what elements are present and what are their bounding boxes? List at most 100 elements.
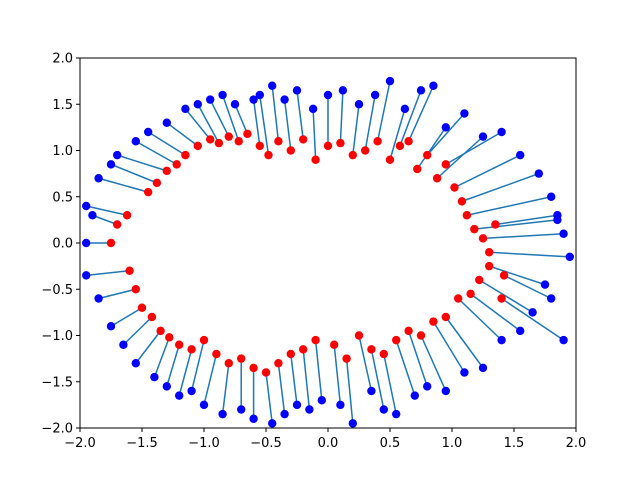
red-point: [392, 335, 401, 345]
red-point: [373, 137, 382, 146]
red-point: [404, 326, 413, 336]
connection-line: [302, 349, 311, 410]
red-point: [457, 197, 467, 206]
connection-line: [501, 297, 565, 341]
blue-point: [82, 201, 91, 211]
red-point: [416, 331, 426, 340]
red-point: [131, 285, 140, 294]
blue-point: [547, 192, 556, 201]
blue-point: [187, 386, 196, 396]
blue-point: [119, 340, 128, 349]
blue-point: [478, 132, 488, 141]
connection-line: [478, 279, 533, 314]
connection-line: [296, 90, 304, 140]
connection-line: [383, 353, 397, 415]
blue-points: [82, 76, 574, 428]
x-tick-label: 0.5: [380, 436, 401, 451]
connection-line: [110, 307, 143, 327]
blue-point: [336, 400, 345, 410]
red-point: [466, 289, 475, 299]
blue-point: [528, 308, 537, 317]
red-point: [274, 359, 283, 368]
red-point: [470, 224, 479, 234]
red-point: [286, 146, 295, 155]
red-point: [237, 354, 246, 363]
connection-line: [482, 233, 564, 240]
connection-line: [420, 335, 447, 392]
red-point: [429, 317, 438, 326]
red-point: [361, 146, 370, 155]
blue-point: [385, 76, 395, 86]
red-point: [462, 211, 472, 220]
red-point: [261, 368, 271, 377]
connection-line: [86, 205, 128, 216]
red-point: [144, 187, 153, 197]
blue-point: [460, 109, 469, 118]
connection-line: [436, 136, 484, 179]
connection-line: [98, 288, 136, 300]
connection-line: [445, 316, 484, 369]
connection-line: [92, 214, 118, 226]
red-point: [485, 248, 494, 257]
blue-point: [255, 90, 264, 100]
connection-line: [426, 113, 465, 156]
blue-point: [193, 100, 202, 109]
red-point: [491, 220, 500, 229]
blue-point: [317, 396, 326, 405]
red-point: [330, 340, 339, 349]
blue-point: [218, 409, 227, 419]
connection-line: [135, 140, 178, 166]
blue-point: [113, 150, 122, 160]
red-point: [385, 155, 395, 164]
blue-point: [410, 391, 419, 400]
connection-line: [203, 353, 218, 406]
red-point: [485, 261, 494, 271]
connection-line: [221, 363, 230, 415]
connection-line: [407, 330, 428, 387]
blue-point: [292, 86, 302, 95]
red-point: [311, 155, 320, 164]
blue-point: [237, 405, 246, 414]
y-axis-ticks: −2.0 −1.5 −1.0 −0.5 0.0 0.5 1.0 1.5 2.0: [41, 52, 80, 437]
red-point: [125, 266, 134, 275]
red-point: [499, 271, 509, 280]
red-point: [243, 129, 252, 139]
red-point: [152, 178, 162, 188]
red-point: [441, 160, 450, 169]
red-point: [122, 211, 132, 220]
blue-point: [199, 400, 209, 410]
red-point: [299, 135, 308, 144]
blue-point: [268, 419, 277, 428]
red-point: [336, 138, 345, 148]
blue-point: [106, 322, 116, 331]
connection-line: [474, 219, 558, 230]
red-point: [413, 164, 422, 174]
blue-point: [416, 86, 426, 95]
y-tick-label: 0.5: [52, 190, 73, 205]
connection-line: [110, 163, 158, 184]
red-point: [348, 150, 357, 160]
y-tick-label: −2.0: [41, 422, 73, 437]
y-tick-label: 0.0: [52, 237, 73, 252]
y-tick-label: 1.5: [52, 98, 73, 113]
blue-point: [478, 363, 488, 373]
red-point: [404, 137, 413, 146]
red-point: [367, 345, 376, 354]
red-point: [475, 275, 484, 285]
red-point: [454, 294, 463, 303]
connection-line: [147, 131, 186, 156]
blue-point: [162, 118, 171, 127]
connection-line: [153, 337, 170, 378]
red-point: [206, 135, 215, 144]
connection-line: [399, 90, 422, 147]
blue-point: [379, 405, 388, 414]
blue-point: [305, 405, 314, 414]
red-point: [323, 141, 333, 151]
red-point: [214, 138, 224, 148]
connection-line: [283, 99, 292, 151]
connection-line: [166, 122, 199, 147]
red-point: [165, 333, 174, 342]
connection-line: [190, 339, 205, 392]
red-point: [342, 354, 351, 363]
red-point: [147, 312, 157, 322]
